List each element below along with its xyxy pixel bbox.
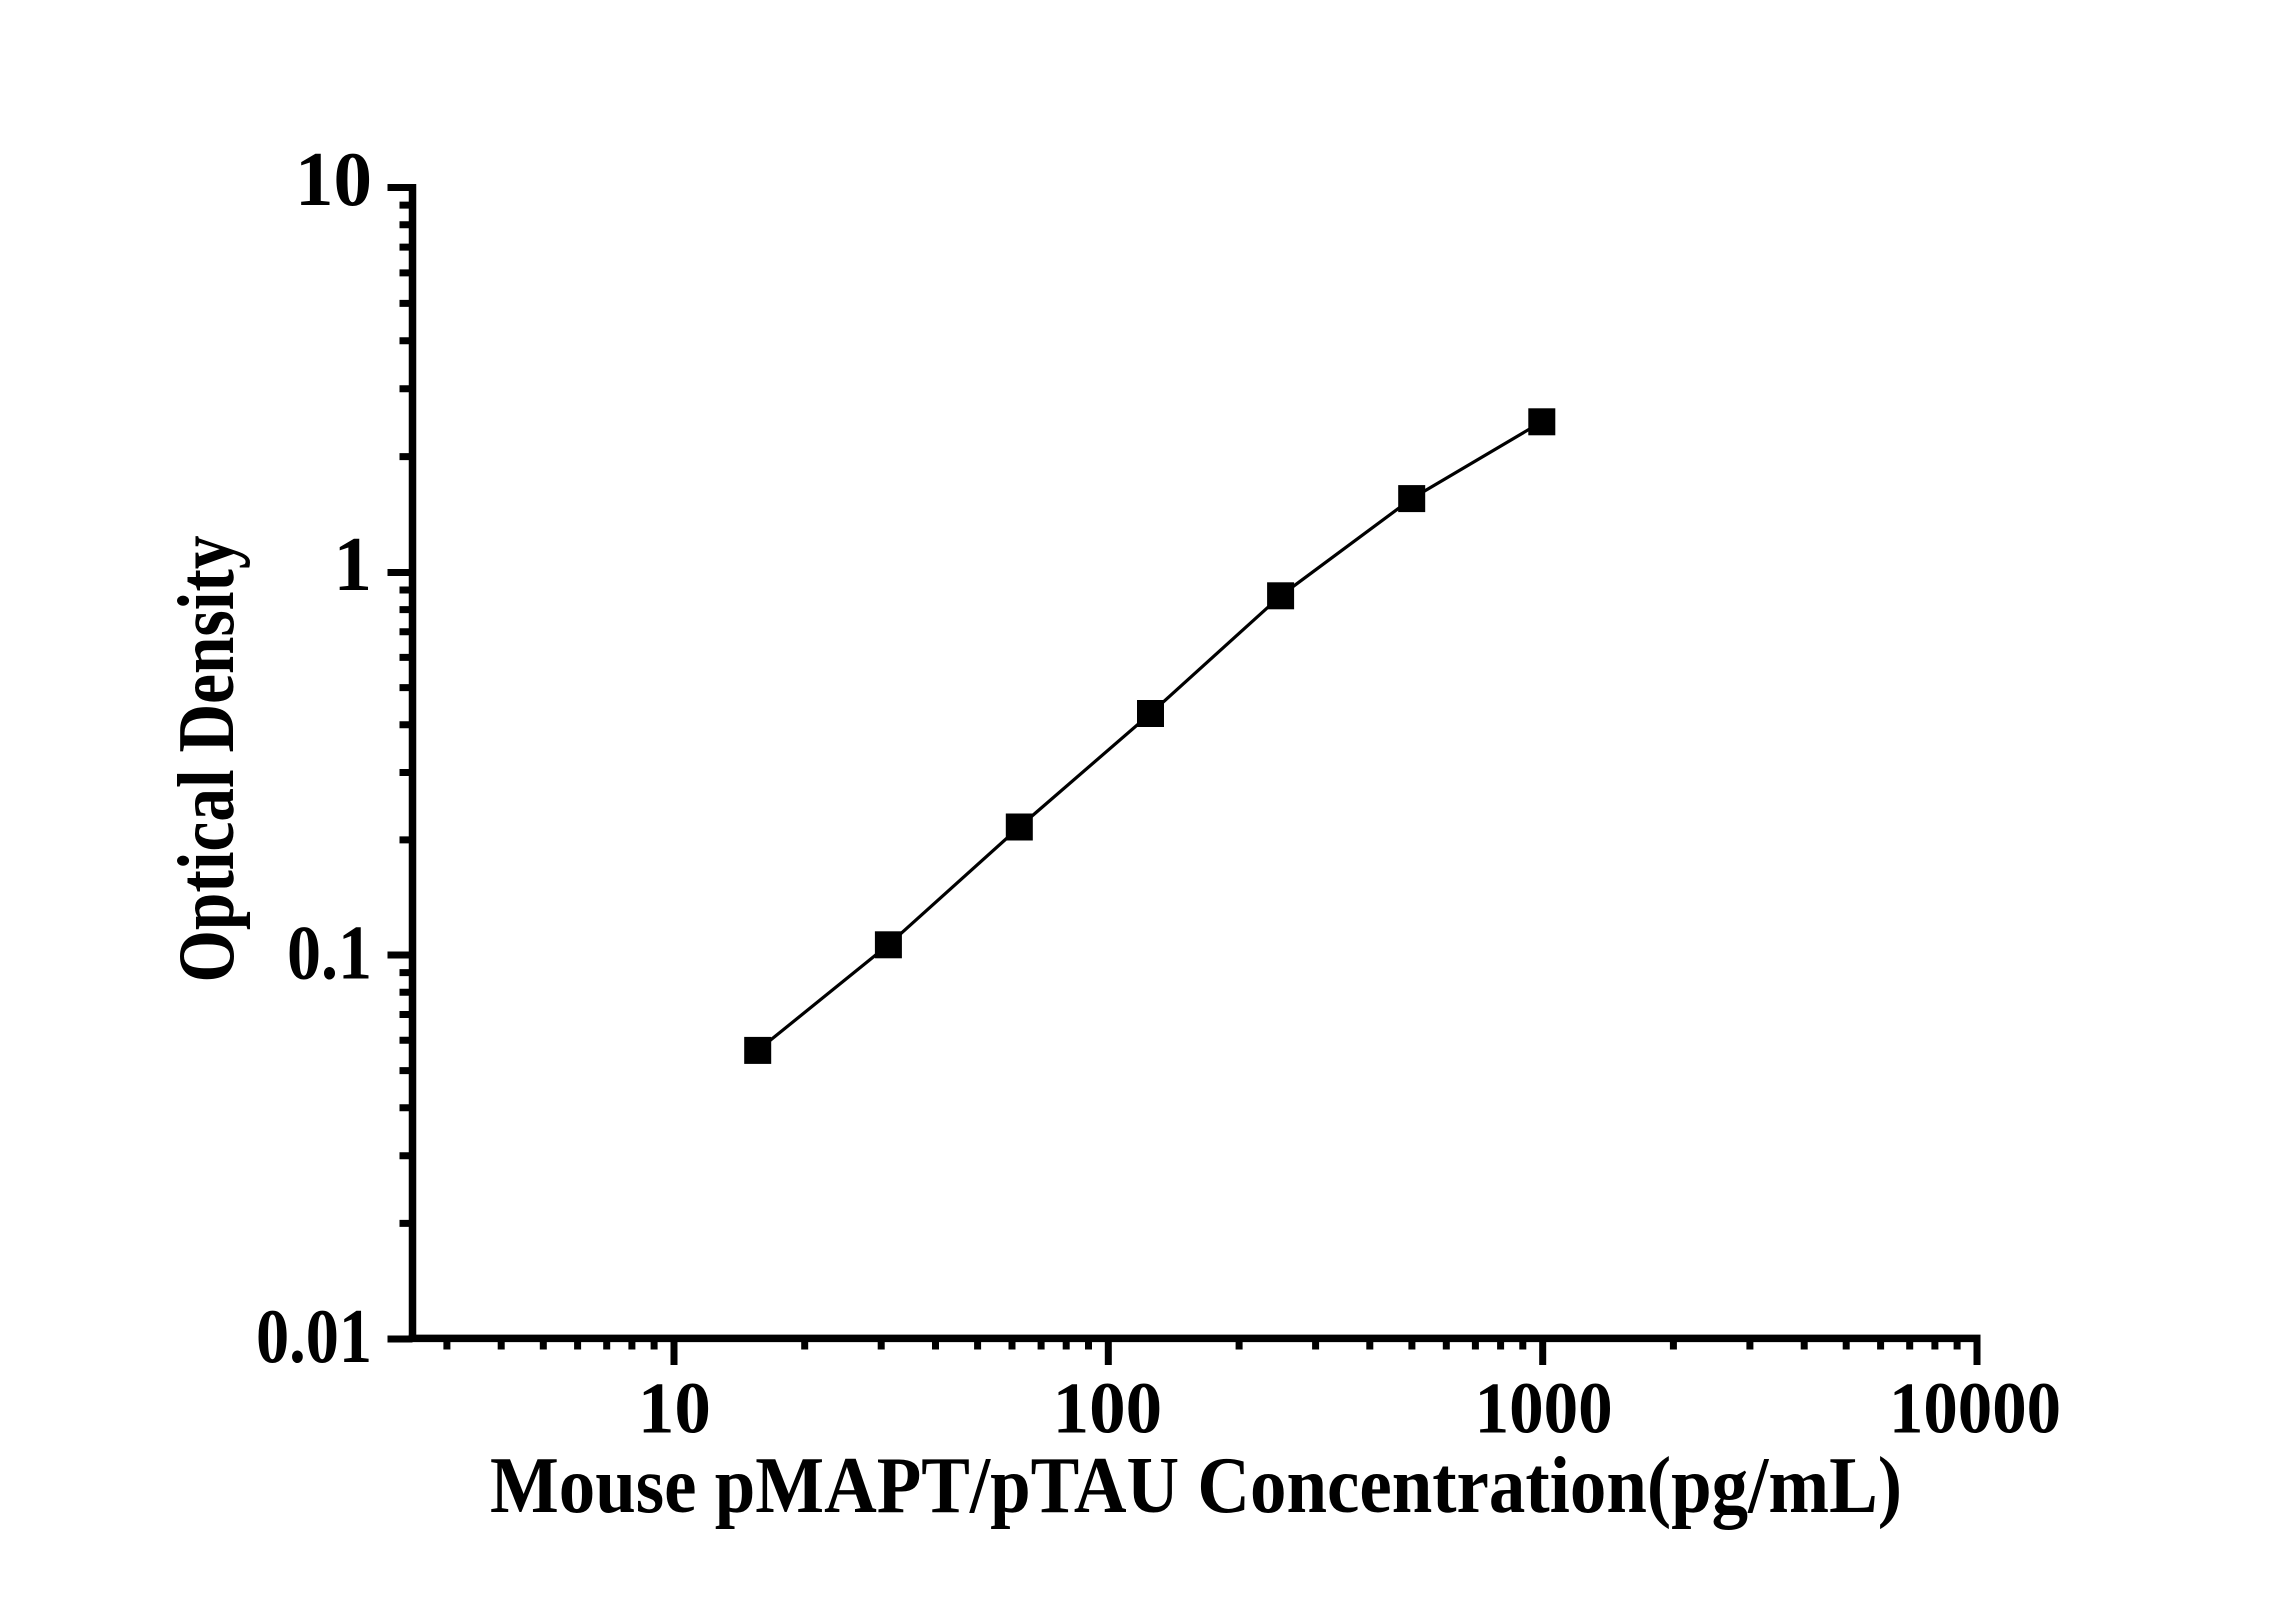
svg-text:10: 10 — [295, 136, 372, 222]
svg-text:Optical Density: Optical Density — [163, 536, 251, 983]
svg-text:0.01: 0.01 — [256, 1293, 372, 1379]
svg-text:1: 1 — [334, 521, 373, 607]
svg-text:0.1: 0.1 — [287, 910, 372, 996]
svg-text:1000: 1000 — [1475, 1368, 1613, 1449]
svg-text:10000: 10000 — [1889, 1368, 2061, 1449]
svg-text:10: 10 — [638, 1368, 711, 1449]
svg-text:Mouse pMAPT/pTAU Concentration: Mouse pMAPT/pTAU Concentration(pg/mL) — [490, 1440, 1902, 1530]
svg-text:100: 100 — [1053, 1368, 1163, 1449]
